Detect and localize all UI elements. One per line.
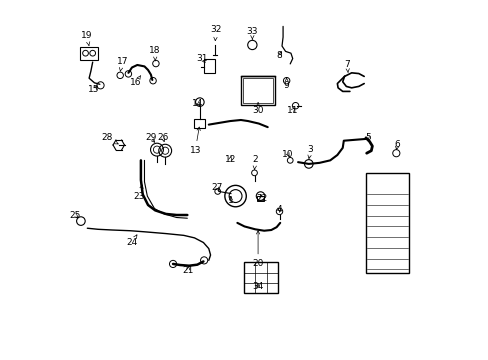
Text: 30: 30 <box>252 103 264 115</box>
Text: 16: 16 <box>129 76 141 87</box>
Text: 34: 34 <box>252 282 263 291</box>
Text: 8: 8 <box>276 51 282 60</box>
Text: 9: 9 <box>283 78 289 90</box>
Bar <box>244 262 277 293</box>
Text: 1: 1 <box>227 196 233 205</box>
Text: 31: 31 <box>196 54 208 63</box>
Bar <box>204 59 215 73</box>
Text: 6: 6 <box>394 140 400 150</box>
Bar <box>242 78 272 103</box>
Text: 15: 15 <box>88 85 99 94</box>
Text: 24: 24 <box>126 235 137 247</box>
Text: 29: 29 <box>145 133 156 142</box>
Text: 7: 7 <box>344 60 349 72</box>
Text: 11: 11 <box>286 106 298 115</box>
Text: 33: 33 <box>246 27 258 39</box>
Text: 21: 21 <box>182 266 193 275</box>
Text: 3: 3 <box>307 145 313 158</box>
Text: 5: 5 <box>364 132 370 141</box>
Text: 20: 20 <box>252 231 263 269</box>
Text: 22: 22 <box>256 194 267 203</box>
Text: 18: 18 <box>149 46 161 61</box>
Text: 23: 23 <box>133 185 144 201</box>
Bar <box>257 196 263 202</box>
Bar <box>241 76 274 105</box>
Text: 14: 14 <box>192 99 203 108</box>
Text: 10: 10 <box>282 150 293 159</box>
Text: 12: 12 <box>224 155 235 164</box>
Text: 19: 19 <box>81 31 92 45</box>
Text: 25: 25 <box>69 211 81 220</box>
Text: 4: 4 <box>276 205 282 214</box>
Text: 32: 32 <box>210 26 221 41</box>
Text: 17: 17 <box>116 57 128 71</box>
Bar <box>194 119 205 128</box>
Text: 27: 27 <box>210 183 222 192</box>
Bar <box>365 173 408 273</box>
Text: 2: 2 <box>252 155 258 170</box>
Text: 28: 28 <box>101 133 118 144</box>
Text: 13: 13 <box>189 127 201 155</box>
Text: 26: 26 <box>157 133 168 142</box>
Bar <box>80 47 98 60</box>
